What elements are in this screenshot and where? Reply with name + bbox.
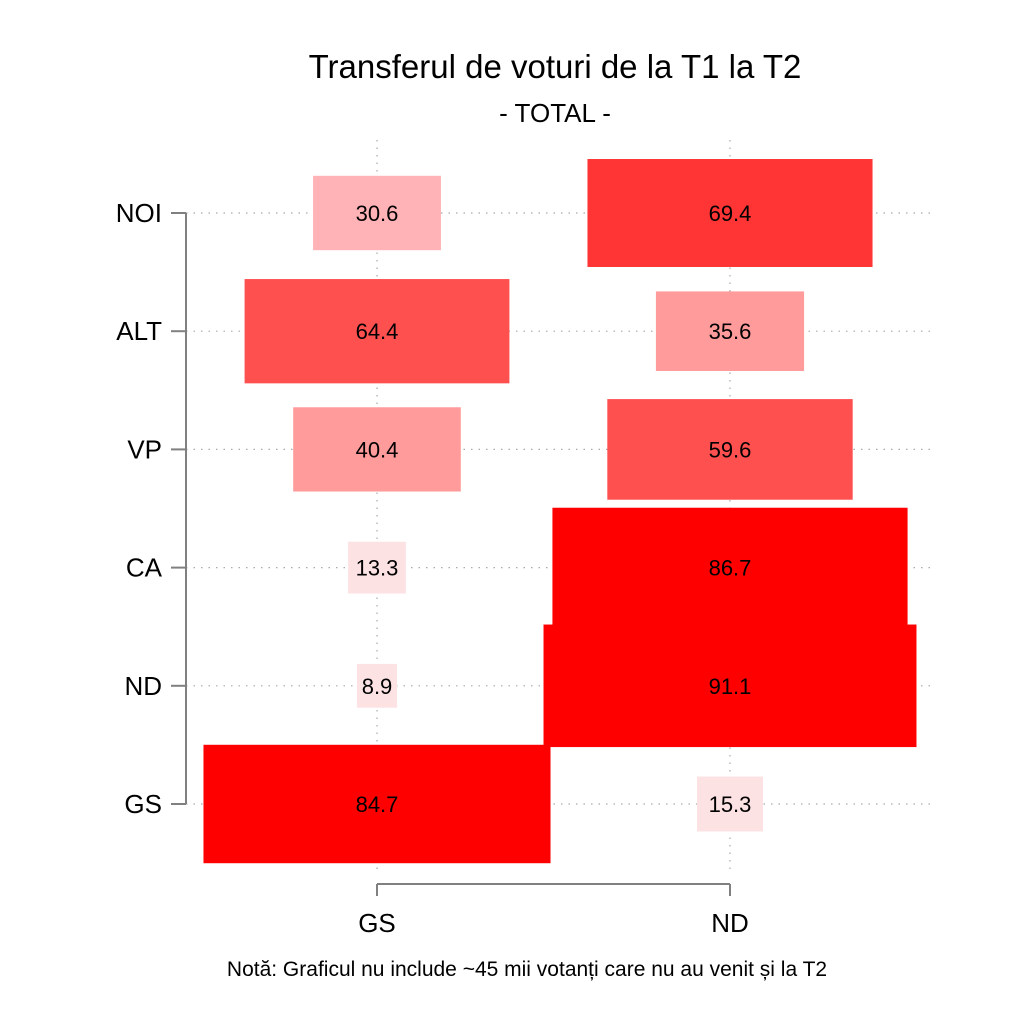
heat-cells: 30.6 69.4 64.4 35.6 40.4 59.6 13.3 86.7 8.9 91.1 8…: [203, 159, 917, 864]
y-tick-label: CA: [126, 553, 163, 583]
axis-labels: NOI ALT VP CA ND GS GS ND: [116, 198, 749, 938]
axes: [171, 212, 731, 896]
y-tick-label: GS: [124, 789, 162, 819]
heat-cell: [607, 399, 853, 500]
heat-cell: [203, 744, 551, 864]
cell-value-label: 15.3: [709, 792, 752, 817]
cell-value-label: 69.4: [709, 201, 752, 226]
heat-cell: [697, 776, 763, 832]
heat-cell: [313, 175, 441, 251]
chart-subtitle: - TOTAL -: [499, 98, 611, 128]
y-tick-label: ALT: [116, 316, 162, 346]
cell-value-label: 8.9: [362, 674, 393, 699]
heat-cell: [587, 159, 873, 267]
cell-value-label: 64.4: [356, 319, 399, 344]
y-tick-label: ND: [124, 671, 162, 701]
cell-value-label: 84.7: [356, 792, 399, 817]
heat-cell: [356, 663, 398, 708]
heat-cell: [293, 407, 461, 492]
cell-value-label: 86.7: [709, 556, 752, 581]
x-tick-label: GS: [358, 908, 396, 938]
cell-value-label: 35.6: [709, 319, 752, 344]
y-tick-label: NOI: [116, 198, 162, 228]
heat-cell: [552, 507, 908, 628]
cell-value-label: 40.4: [356, 437, 399, 462]
chart-note: Notă: Graficul nu include ~45 mii votanț…: [227, 958, 827, 981]
cell-value-label: 59.6: [709, 437, 752, 462]
heat-cell: [543, 624, 917, 748]
cell-value-label: 13.3: [356, 556, 399, 581]
cell-value-label: 91.1: [709, 674, 752, 699]
x-tick-label: ND: [711, 908, 749, 938]
heat-cell: [348, 541, 406, 594]
heat-cell: [244, 279, 510, 384]
y-tick-label: VP: [127, 434, 162, 464]
chart-title: Transferul de voturi de la T1 la T2: [309, 48, 802, 85]
heat-cell: [655, 291, 805, 371]
cell-value-label: 30.6: [356, 201, 399, 226]
